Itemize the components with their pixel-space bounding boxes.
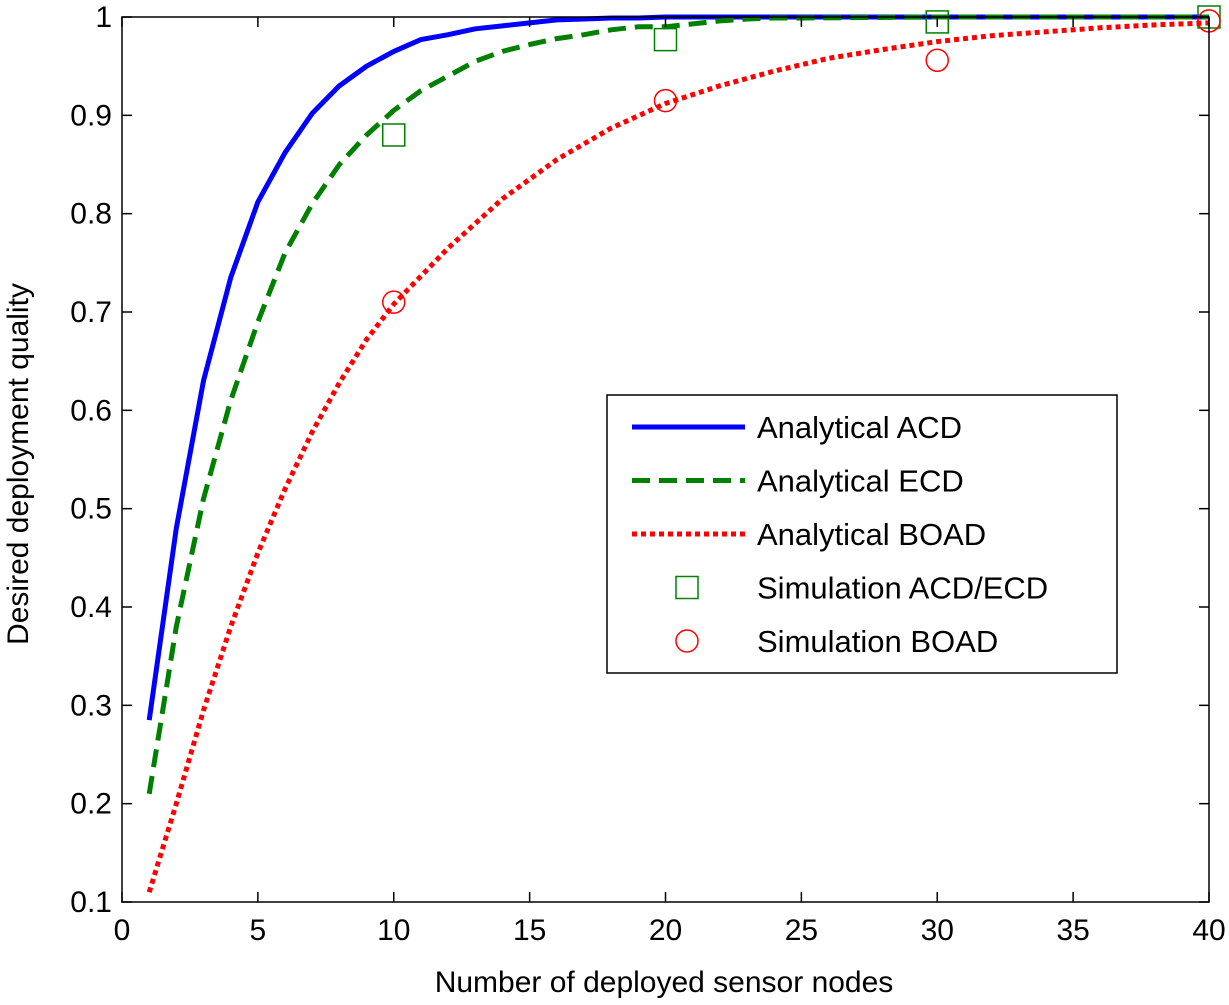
x-tick-label: 0	[114, 914, 131, 947]
legend-label: Analytical ACD	[757, 410, 962, 445]
y-tick-label: 0.4	[70, 591, 112, 624]
x-tick-label: 10	[377, 914, 410, 947]
legend-label: Simulation BOAD	[757, 624, 998, 659]
marker-circle-point	[653, 88, 678, 113]
y-tick-label: 0.2	[70, 788, 112, 821]
x-axis-label: Number of deployed sensor nodes	[435, 966, 894, 999]
axes-layer: 0 5 10 15 20 25 30 35 40 0.1 0.2 0.3 0.4 0.5 0.6 0.7 0.8…	[70, 1, 1225, 947]
legend-entry: Simulation ACD/ECD	[675, 571, 1048, 606]
y-tick-label: 0.7	[70, 296, 112, 329]
series-line-1	[146, 14, 1209, 795]
series-line-2	[146, 20, 1210, 893]
y-tick-label: 1	[95, 1, 112, 34]
marker-square-point	[925, 10, 949, 34]
legend-box	[606, 394, 1118, 674]
marker-square-point	[653, 27, 678, 52]
y-tick-label: 0.1	[70, 886, 112, 919]
x-tick-label: 5	[250, 914, 267, 947]
x-tick-label: 25	[785, 914, 818, 947]
x-tick-label: 30	[921, 914, 954, 947]
legend-label: Analytical BOAD	[757, 517, 986, 552]
y-tick-label: 0.6	[70, 394, 112, 427]
x-tick-label: 15	[513, 914, 546, 947]
y-tick-label: 0.8	[70, 198, 112, 231]
marker-circle-point	[382, 290, 406, 314]
y-tick-label: 0.3	[70, 689, 112, 722]
legend-entry: Analytical ACD	[632, 410, 962, 445]
marker-circle-point	[925, 48, 949, 73]
legend-circle-marker	[675, 629, 699, 653]
legend: Analytical ACD Analytical ECD Analytical B…	[606, 394, 1118, 674]
x-tick-label: 20	[649, 914, 682, 947]
legend-entry: Analytical ECD	[632, 464, 964, 499]
y-tick-label: 0.9	[70, 99, 112, 132]
legend-label: Analytical ECD	[757, 464, 964, 499]
legend-entry: Simulation BOAD	[675, 624, 998, 659]
y-axis-label: Desired deployment quality	[2, 283, 35, 645]
marker-square-point	[382, 123, 406, 147]
legend-entry: Analytical BOAD	[632, 517, 986, 552]
y-tick-label: 0.5	[70, 493, 112, 526]
legend-square-marker	[675, 575, 699, 600]
legend-label: Simulation ACD/ECD	[757, 571, 1048, 606]
x-tick-label: 35	[1056, 914, 1089, 947]
x-tick-label: 40	[1192, 914, 1225, 947]
